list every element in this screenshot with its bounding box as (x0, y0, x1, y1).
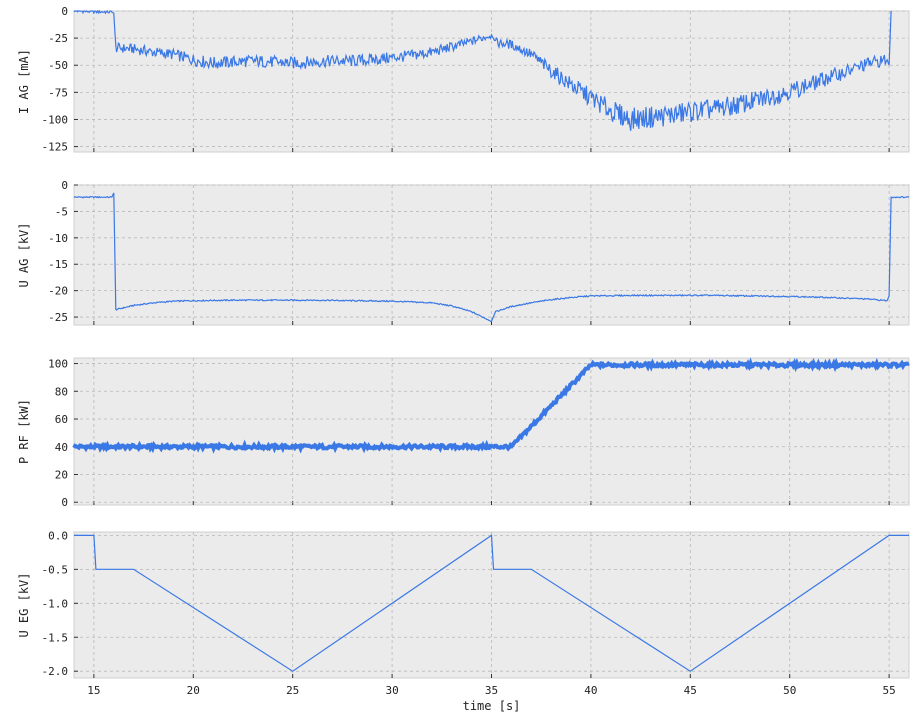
x-tick-label: 15 (87, 684, 100, 697)
x-tick-label: 30 (385, 684, 398, 697)
y-tick-label: -75 (48, 86, 68, 99)
y-tick-label: 40 (55, 441, 68, 454)
y-tick-label: 60 (55, 413, 68, 426)
y-tick-label: -20 (48, 285, 68, 298)
y-axis-label: I AG [mA] (17, 49, 31, 114)
y-tick-label: 80 (55, 385, 68, 398)
y-tick-label: 100 (48, 358, 68, 371)
y-tick-label: -1.0 (42, 597, 69, 610)
panel-3: 0 20 40 60 80 100 P RF [kW] (17, 357, 910, 509)
x-tick-label: 35 (485, 684, 498, 697)
x-tick-label: 40 (584, 684, 597, 697)
y-tick-label: 0.0 (48, 529, 68, 542)
y-tick-label: -0.5 (42, 563, 69, 576)
panel-4: 0.0 -0.5 -1.0 -1.5 -2.0 U EG [kV] 15 20 25 30 35 40… (17, 529, 910, 713)
y-tick-label: -10 (48, 232, 68, 245)
y-tick-label: 0 (61, 5, 68, 18)
x-tick-label: 55 (882, 684, 895, 697)
panel-2: 0 -5 -10 -15 -20 -25 U AG [kV] (17, 179, 910, 326)
y-tick-label: 20 (55, 468, 68, 481)
y-tick-label: 0 (61, 179, 68, 192)
series-line (73, 9, 892, 131)
series-line (72, 357, 910, 454)
y-tick-label: -100 (42, 113, 69, 126)
y-tick-label: -2.0 (42, 665, 69, 678)
panel-1: 0 -25 -50 -75 -100 -125 I AG [mA] (17, 5, 910, 154)
y-tick-label: -25 (48, 311, 68, 324)
y-tick-label: -15 (48, 258, 68, 271)
y-tick-label: -125 (42, 141, 69, 154)
y-axis-label: U EG [kV] (17, 572, 31, 637)
y-tick-label: -1.5 (42, 631, 69, 644)
y-tick-label: -25 (48, 32, 68, 45)
y-axis-label: U AG [kV] (17, 222, 31, 287)
series-line (74, 534, 909, 672)
plot-area (73, 10, 910, 153)
y-tick-label: -50 (48, 59, 68, 72)
x-axis-label: time [s] (463, 699, 521, 713)
x-tick-label: 25 (286, 684, 299, 697)
y-tick-label: -5 (55, 205, 68, 218)
y-axis-label: P RF [kW] (17, 399, 31, 464)
x-tick-label: 50 (783, 684, 796, 697)
x-tick-label: 45 (684, 684, 697, 697)
series-line (73, 192, 910, 323)
y-tick-label: 0 (61, 496, 68, 509)
x-tick-label: 20 (187, 684, 200, 697)
